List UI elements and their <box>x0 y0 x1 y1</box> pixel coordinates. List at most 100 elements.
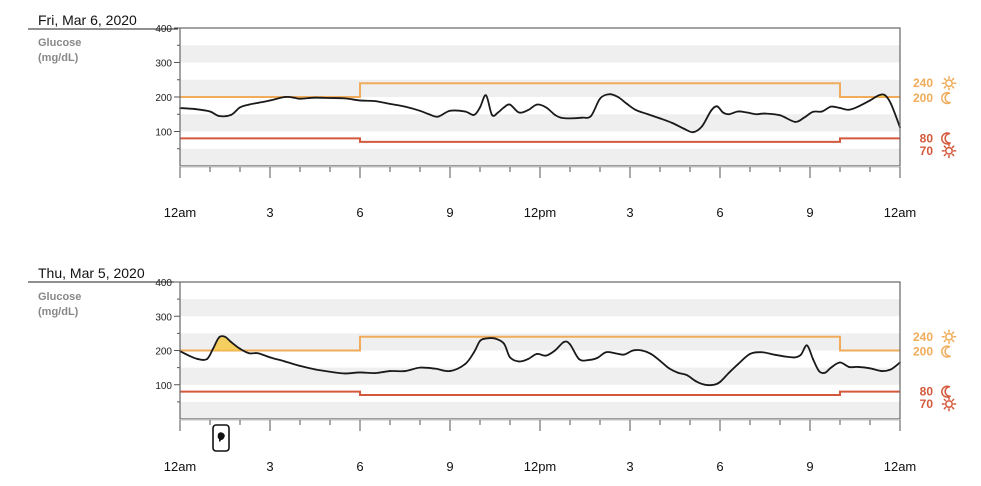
glucose-point <box>839 361 841 364</box>
glucose-point <box>779 114 781 117</box>
grid-band <box>180 148 900 166</box>
glucose-point <box>608 93 610 96</box>
food-marker-icon <box>212 424 230 452</box>
chart-date-title: Thu, Mar 5, 2020 <box>38 265 145 281</box>
glucose-point <box>890 368 892 371</box>
glucose-point <box>728 371 730 374</box>
glucose-point <box>518 111 520 114</box>
sun-ray <box>951 153 955 157</box>
glucose-point <box>812 358 814 360</box>
glucose-point <box>230 341 232 343</box>
glucose-point <box>848 108 850 111</box>
moon-icon <box>941 345 951 358</box>
glucose-point <box>686 374 688 377</box>
glucose-point <box>419 366 421 369</box>
glucose-point <box>668 367 670 370</box>
glucose-point <box>803 116 805 119</box>
glucose-point <box>590 115 592 117</box>
glucose-point <box>716 105 718 108</box>
glucose-point <box>764 112 766 115</box>
sun-ray <box>943 339 947 343</box>
glucose-point <box>839 107 841 109</box>
glucose-point <box>878 94 880 97</box>
glucose-point <box>728 113 730 116</box>
sun-ray <box>943 85 947 89</box>
glucose-point <box>704 383 706 386</box>
grid-band <box>180 45 900 63</box>
glucose-point <box>818 370 820 372</box>
glucose-point <box>659 359 661 362</box>
grid-band <box>180 367 900 385</box>
glucose-point <box>737 110 739 113</box>
glucose-point <box>188 354 190 357</box>
glucose-point <box>329 97 331 99</box>
sun-ray <box>951 406 955 410</box>
y-axis-label: Glucose <box>38 37 81 49</box>
glucose-point <box>212 347 214 350</box>
sun-icon <box>941 143 957 159</box>
glucose-point <box>248 103 250 106</box>
glucose-point <box>314 96 316 99</box>
x-tick-label: 6 <box>356 459 363 474</box>
glucose-point <box>494 337 496 340</box>
glucose-point <box>218 336 220 339</box>
glucose-point <box>857 105 859 108</box>
glucose-point <box>545 354 547 357</box>
x-tick-label: 3 <box>626 205 633 220</box>
glucose-point <box>773 353 775 356</box>
grid-band <box>180 299 900 317</box>
glucose-point <box>563 341 565 343</box>
glucose-point <box>617 96 619 98</box>
sun-ray <box>951 331 955 335</box>
legend-high-day-value: 240 <box>913 330 933 344</box>
glucose-point <box>269 356 271 359</box>
x-tick-label: 12am <box>884 459 917 474</box>
x-tick-label: 9 <box>806 459 813 474</box>
glucose-point <box>677 371 679 374</box>
glucose-point <box>344 97 346 100</box>
glucose-point <box>473 114 475 116</box>
x-tick-label: 6 <box>356 205 363 220</box>
plot-frame <box>179 27 901 167</box>
glucose-point <box>299 97 301 100</box>
glucose-point <box>239 347 241 350</box>
glucose-point <box>404 370 406 372</box>
glucose-point <box>824 371 826 374</box>
glucose-point <box>503 106 505 109</box>
glucose-point <box>359 99 361 102</box>
glucose-point <box>314 368 316 371</box>
glucose-point <box>632 349 634 352</box>
glucose-point <box>614 352 616 355</box>
glucose-point <box>710 109 712 112</box>
x-tick-label: 9 <box>446 205 453 220</box>
sun-ray <box>943 145 947 149</box>
glucose-point <box>761 351 763 354</box>
glucose-point <box>479 106 481 109</box>
y-axis-unit: (mg/dL) <box>38 52 79 64</box>
y-tick-label: 300 <box>155 312 172 323</box>
x-tick-label: 9 <box>806 205 813 220</box>
glucose-point <box>491 114 493 116</box>
x-tick-label: 6 <box>716 205 723 220</box>
glucose-point <box>209 110 211 113</box>
glucose-point <box>554 349 556 352</box>
glucose-point <box>527 109 529 112</box>
glucose-point <box>536 103 538 106</box>
x-tick-label: 12am <box>164 205 197 220</box>
glucose-point <box>737 363 739 366</box>
glucose-point <box>374 100 376 103</box>
glucose-point <box>329 370 331 373</box>
glucose-point <box>569 117 571 120</box>
glucose-point <box>647 113 649 116</box>
sun-ray <box>951 85 955 89</box>
x-tick-label: 3 <box>266 205 273 220</box>
glucose-point <box>869 99 871 102</box>
high-excursion-fill <box>212 336 243 351</box>
glucose-point <box>605 351 607 354</box>
food-glyph <box>217 432 225 442</box>
glucose-point <box>509 103 511 106</box>
glucose-point <box>257 101 259 104</box>
sun-ray <box>943 398 947 402</box>
glucose-point <box>218 115 220 117</box>
glucose-point <box>359 371 361 374</box>
